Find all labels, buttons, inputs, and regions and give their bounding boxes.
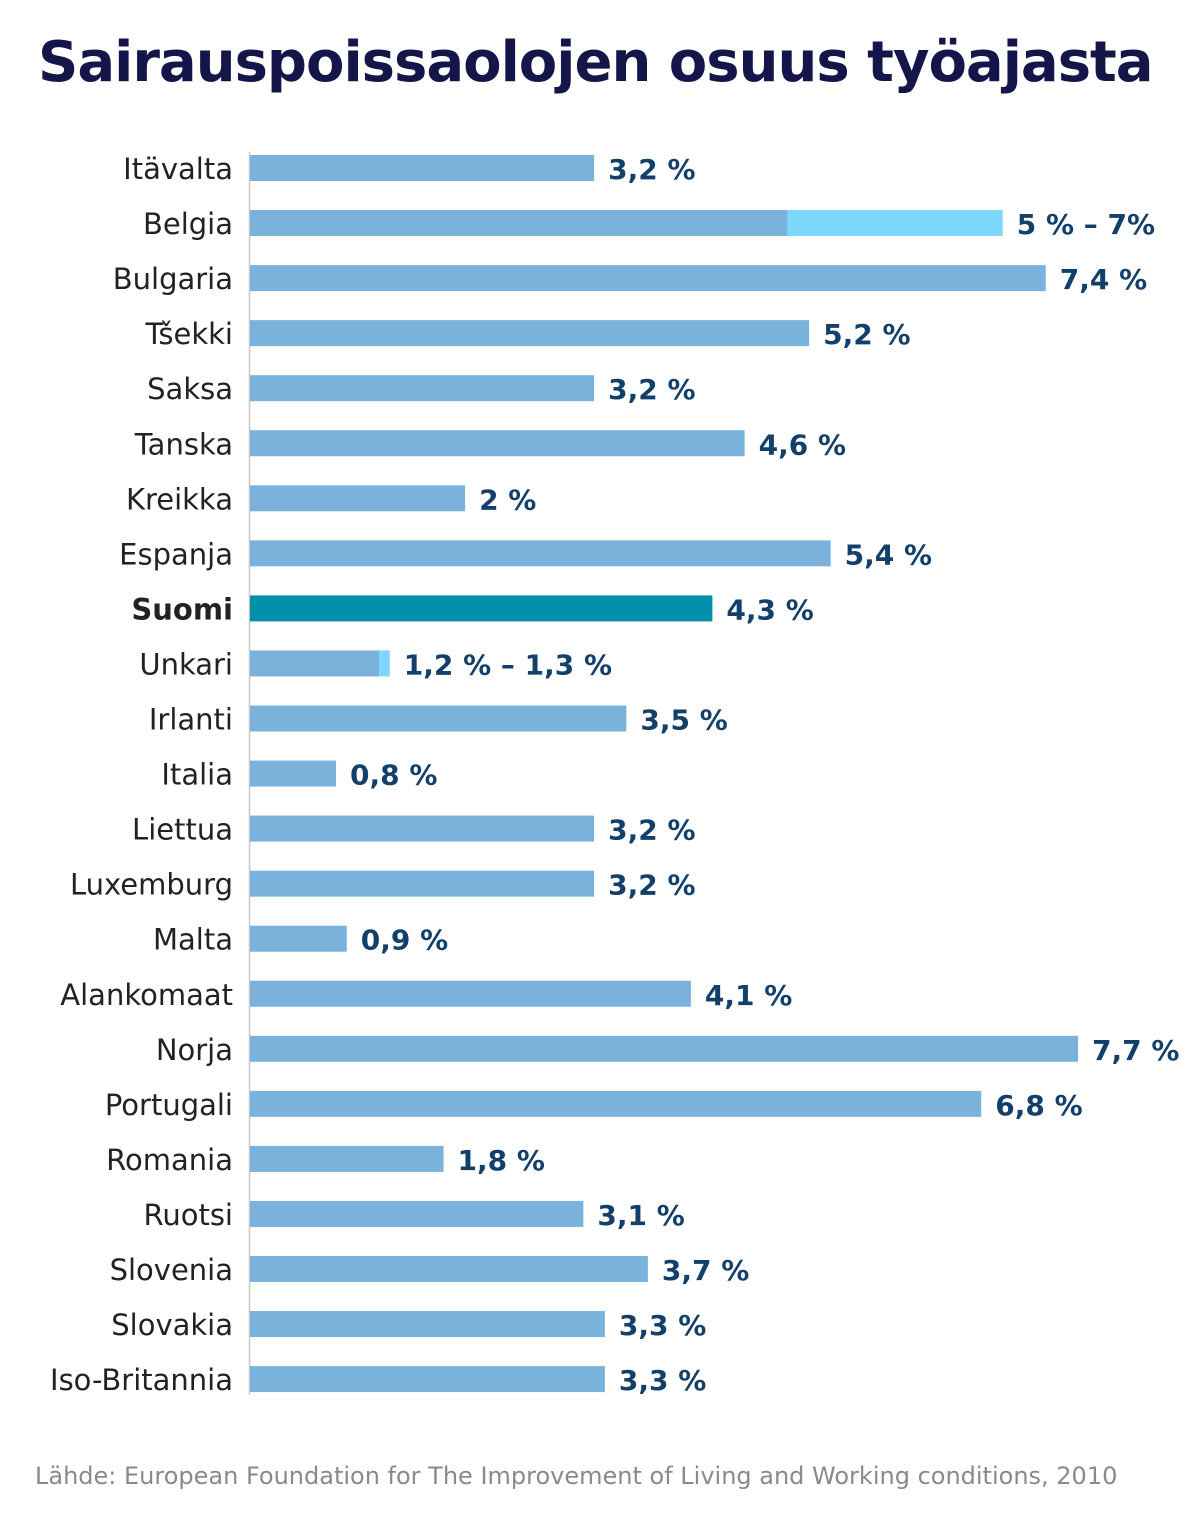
bars-group: Itävalta 3,2 % Belgia 5 % – 7% Bulgaria 7,4 %…: [50, 152, 1179, 1397]
bar-alankomaat: [250, 980, 691, 1007]
bar-t-ekki: [250, 320, 810, 347]
source-note: Lähde: European Foundation for The Impro…: [35, 1462, 1118, 1490]
bar-slovakia: [250, 1311, 605, 1338]
category-label-liettua: Liettua: [132, 813, 233, 847]
category-label-saksa: Saksa: [147, 372, 233, 406]
category-label-belgia: Belgia: [143, 207, 233, 241]
category-label-slovenia: Slovenia: [110, 1253, 233, 1287]
bar-slovenia: [250, 1256, 648, 1282]
bar-suomi: [250, 595, 713, 622]
bar-chart: Itävalta 3,2 % Belgia 5 % – 7% Bulgaria 7,4 %…: [50, 152, 1179, 1397]
bar-range-unkari: [379, 650, 390, 677]
bar-romania: [250, 1145, 444, 1172]
category-label-italia: Italia: [161, 758, 233, 792]
value-label-bulgaria: 7,4 %: [1060, 263, 1147, 296]
category-label-t-ekki: Tšekki: [144, 317, 233, 351]
category-label-it-valta: Itävalta: [123, 152, 233, 186]
value-label-tanska: 4,6 %: [759, 428, 846, 461]
value-label-alankomaat: 4,1 %: [705, 979, 792, 1012]
value-label-saksa: 3,2 %: [608, 373, 695, 406]
bar-iso-britannia: [250, 1366, 605, 1393]
value-label-slovakia: 3,3 %: [619, 1309, 706, 1342]
bar-luxemburg: [250, 870, 595, 897]
bar-italia: [250, 760, 337, 787]
bar-norja: [250, 1035, 1078, 1062]
value-label-belgia: 5 % – 7%: [1017, 208, 1155, 241]
value-label-portugali: 6,8 %: [995, 1089, 1082, 1122]
category-label-bulgaria: Bulgaria: [113, 262, 233, 296]
category-label-tanska: Tanska: [134, 427, 233, 461]
category-label-portugali: Portugali: [105, 1088, 233, 1122]
value-label-espanja: 5,4 %: [845, 538, 932, 571]
value-label-unkari: 1,2 % – 1,3 %: [404, 648, 612, 681]
category-label-luxemburg: Luxemburg: [70, 868, 233, 902]
value-label-kreikka: 2 %: [479, 483, 536, 516]
bar-it-valta: [250, 155, 595, 181]
bar-ruotsi: [250, 1200, 584, 1227]
bar-saksa: [250, 375, 595, 402]
category-label-unkari: Unkari: [139, 647, 233, 681]
category-label-norja: Norja: [156, 1033, 233, 1067]
bar-kreikka: [250, 485, 466, 512]
value-label-irlanti: 3,5 %: [640, 704, 727, 737]
value-label-t-ekki: 5,2 %: [823, 318, 910, 351]
value-label-suomi: 4,3 %: [726, 593, 813, 626]
value-label-liettua: 3,2 %: [608, 814, 695, 847]
category-label-kreikka: Kreikka: [126, 482, 233, 516]
bar-irlanti: [250, 705, 627, 732]
category-label-ruotsi: Ruotsi: [143, 1198, 233, 1232]
bar-tanska: [250, 430, 745, 457]
bar-range-belgia: [787, 210, 1003, 237]
bar-belgia: [250, 210, 788, 237]
value-label-romania: 1,8 %: [458, 1144, 545, 1177]
value-label-it-valta: 3,2 %: [608, 153, 695, 186]
chart-title: Sairauspoissaolojen osuus työajasta: [38, 30, 1154, 95]
category-label-romania: Romania: [106, 1143, 233, 1177]
value-label-iso-britannia: 3,3 %: [619, 1364, 706, 1397]
bar-espanja: [250, 540, 831, 567]
category-label-espanja: Espanja: [119, 537, 233, 571]
value-label-malta: 0,9 %: [361, 924, 448, 957]
bar-malta: [250, 925, 347, 952]
value-label-ruotsi: 3,1 %: [597, 1199, 684, 1232]
category-label-iso-britannia: Iso-Britannia: [50, 1363, 233, 1397]
bar-liettua: [250, 815, 595, 842]
category-label-suomi: Suomi: [131, 592, 233, 626]
value-label-italia: 0,8 %: [350, 759, 437, 792]
value-label-slovenia: 3,7 %: [662, 1254, 749, 1287]
value-label-luxemburg: 3,2 %: [608, 869, 695, 902]
category-label-irlanti: Irlanti: [149, 703, 233, 737]
bar-bulgaria: [250, 265, 1046, 292]
value-label-norja: 7,7 %: [1092, 1034, 1179, 1067]
category-label-malta: Malta: [153, 923, 233, 957]
category-label-alankomaat: Alankomaat: [60, 978, 233, 1012]
bar-portugali: [250, 1090, 982, 1117]
bar-unkari: [250, 650, 380, 677]
category-label-slovakia: Slovakia: [111, 1308, 233, 1342]
